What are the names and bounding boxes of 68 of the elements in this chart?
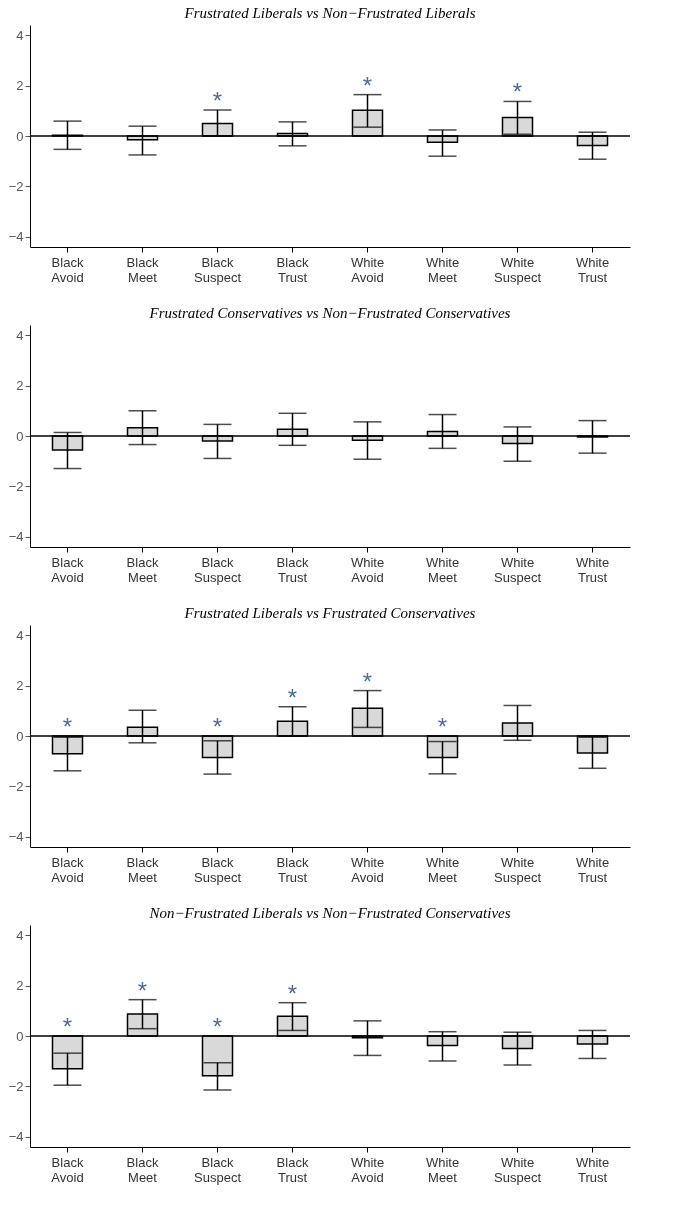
y-tick-label: 2 bbox=[16, 78, 24, 94]
annotation: * bbox=[62, 713, 73, 740]
chart-title: Non−Frustrated Liberals vs Non−Frustrated Conservatives bbox=[148, 905, 511, 921]
x-tick-label: White Avoid bbox=[350, 254, 385, 285]
x-tick-label: White Trust bbox=[575, 854, 610, 885]
annotation: * bbox=[212, 713, 223, 740]
x-tick-label: White Meet bbox=[425, 554, 460, 585]
y-tick-label: −2 bbox=[8, 778, 24, 794]
y-tick-label: −2 bbox=[8, 178, 24, 194]
x-tick-label: White Trust bbox=[575, 554, 610, 585]
chart-title: Frustrated Liberals vs Non−Frustrated Liberals bbox=[183, 5, 476, 21]
x-tick-label: Black Suspect bbox=[194, 854, 242, 885]
y-tick-label: 4 bbox=[16, 27, 24, 43]
x-tick-label: White Trust bbox=[575, 254, 610, 285]
x-tick-label: Black Meet bbox=[126, 1154, 159, 1185]
y-tick-label: 0 bbox=[16, 428, 24, 444]
y-tick-label: −4 bbox=[8, 229, 24, 245]
y-tick-label: 0 bbox=[16, 728, 24, 744]
annotation: * bbox=[362, 667, 373, 695]
y-tick-label: −4 bbox=[8, 1129, 24, 1145]
x-tick-label: Black Meet bbox=[126, 854, 159, 885]
x-tick-label: White Suspect bbox=[494, 554, 542, 585]
annotation: * bbox=[437, 713, 448, 740]
x-tick-label: White Meet bbox=[425, 854, 460, 885]
annotation: * bbox=[287, 683, 298, 711]
x-tick-label: Black Suspect bbox=[194, 254, 242, 285]
x-tick-label: Black Trust bbox=[276, 1154, 309, 1185]
annotation: * bbox=[212, 87, 223, 115]
chart-title: Frustrated Conservatives vs Non−Frustrated Conservatives bbox=[148, 305, 511, 321]
x-tick-label: White Suspect bbox=[494, 254, 542, 285]
annotation: * bbox=[512, 78, 523, 106]
x-tick-label: White Suspect bbox=[494, 854, 542, 885]
x-tick-label: Black Meet bbox=[126, 554, 159, 585]
y-tick-label: 2 bbox=[16, 978, 24, 994]
annotation: * bbox=[287, 979, 298, 1007]
x-tick-label: White Trust bbox=[575, 1154, 610, 1185]
y-tick-label: 2 bbox=[16, 678, 24, 694]
x-tick-label: Black Trust bbox=[276, 854, 309, 885]
x-tick-label: Black Avoid bbox=[51, 554, 84, 585]
annotation: * bbox=[137, 976, 148, 1004]
y-tick-label: −2 bbox=[8, 1078, 24, 1094]
x-tick-label: White Avoid bbox=[350, 1154, 385, 1185]
annotation: * bbox=[212, 1013, 223, 1040]
x-tick-label: White Avoid bbox=[350, 854, 385, 885]
x-tick-label: White Meet bbox=[425, 1154, 460, 1185]
y-tick-label: 2 bbox=[16, 378, 24, 394]
x-tick-label: Black Avoid bbox=[51, 854, 84, 885]
y-tick-label: −4 bbox=[8, 529, 24, 545]
x-tick-label: Black Avoid bbox=[51, 1154, 84, 1185]
x-tick-label: Black Trust bbox=[276, 254, 309, 285]
x-tick-label: White Suspect bbox=[494, 1154, 542, 1185]
y-tick-label: 4 bbox=[16, 627, 24, 643]
x-tick-label: White Meet bbox=[425, 254, 460, 285]
y-tick-label: 0 bbox=[16, 128, 24, 144]
y-tick-label: 0 bbox=[16, 1028, 24, 1044]
y-tick-label: 4 bbox=[16, 927, 24, 943]
y-tick-label: −4 bbox=[8, 829, 24, 845]
chart-title: Frustrated Liberals vs Frustrated Conservatives bbox=[183, 605, 476, 621]
y-tick-label: −2 bbox=[8, 478, 24, 494]
annotation: * bbox=[62, 1013, 73, 1040]
x-tick-label: Black Suspect bbox=[194, 554, 242, 585]
x-tick-label: Black Meet bbox=[126, 254, 159, 285]
annotation: * bbox=[362, 71, 373, 99]
y-tick-label: 4 bbox=[16, 327, 24, 343]
x-tick-label: Black Avoid bbox=[51, 254, 84, 285]
x-tick-label: Black Trust bbox=[276, 554, 309, 585]
x-tick-label: Black Suspect bbox=[194, 1154, 242, 1185]
x-tick-label: White Avoid bbox=[350, 554, 385, 585]
